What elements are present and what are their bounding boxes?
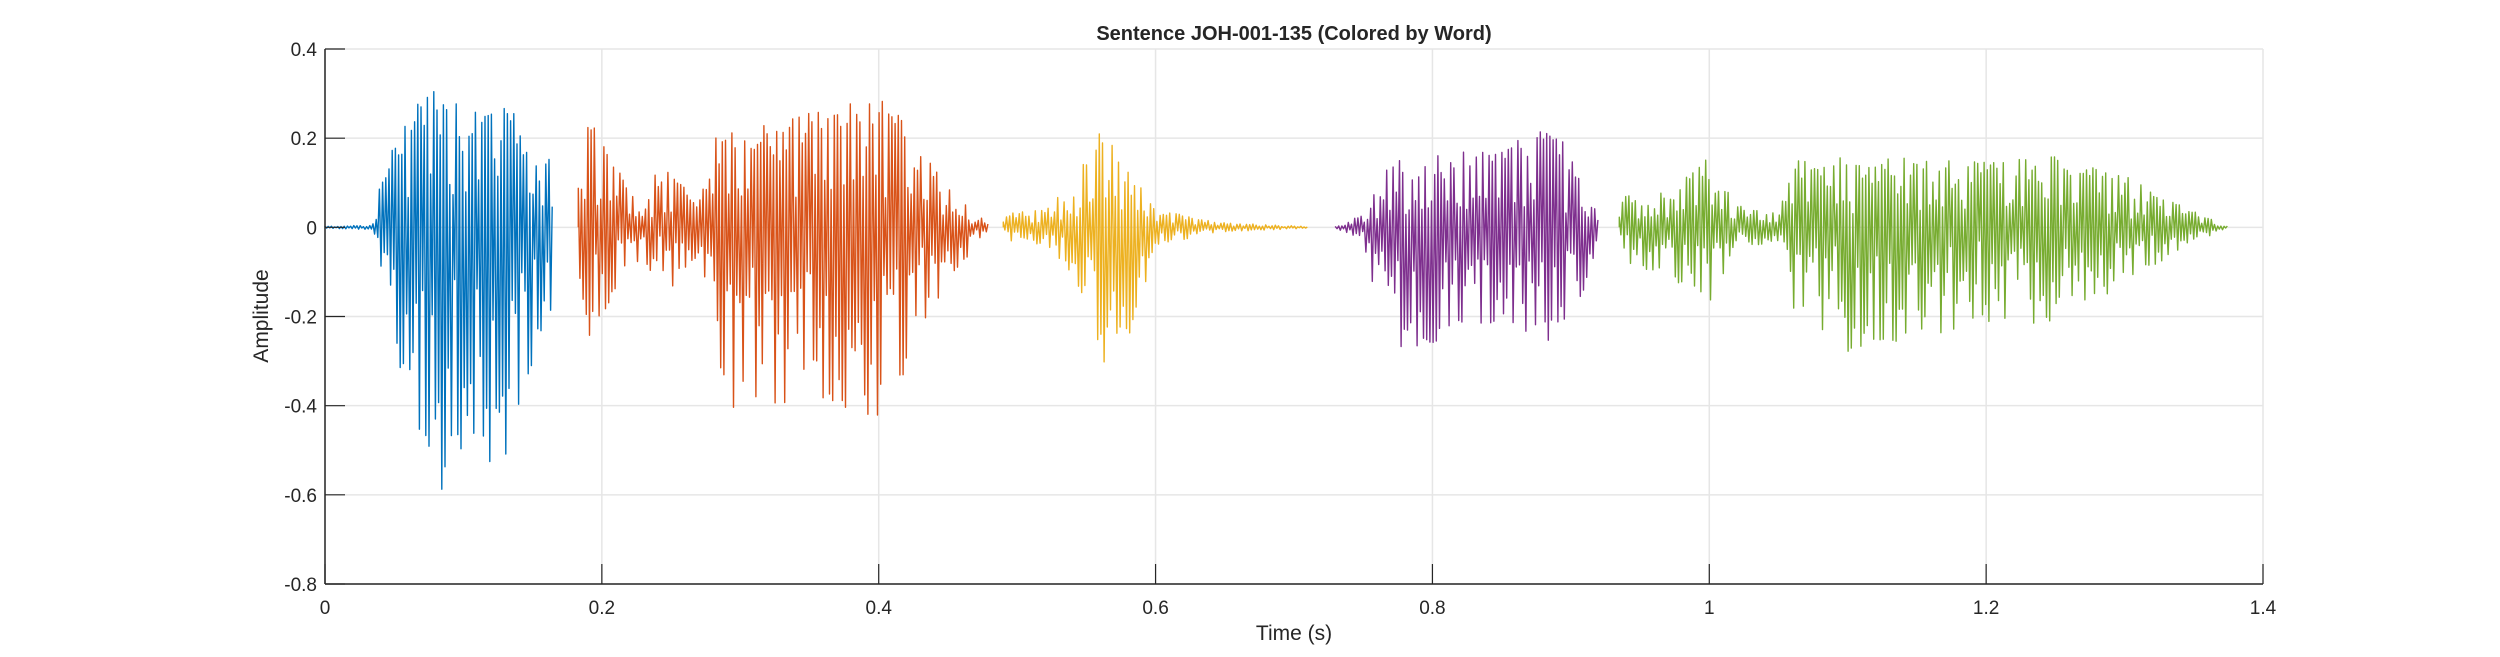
series-group — [324, 91, 2228, 490]
axes: 0 0.2 0.4 0.6 0.8 1 1.2 1.4 0.4 0.2 0 -0.2 -0.4 -0.6 -… — [284, 40, 2276, 619]
x-tick-label: 0.4 — [866, 598, 893, 619]
y-tick-label: -0.2 — [284, 308, 317, 329]
x-tick-label: 0.2 — [589, 598, 615, 619]
y-tick-label: -0.6 — [284, 486, 317, 507]
waveform-word-4 — [1334, 131, 1599, 348]
waveform-word-2 — [577, 100, 989, 416]
x-tick-label: 0.8 — [1419, 598, 1445, 619]
x-tick-label: 1.2 — [1973, 598, 1999, 619]
x-axis-label: Time (s) — [1256, 622, 1332, 645]
y-tick-label: 0.2 — [291, 129, 317, 150]
x-tick-label: 1.4 — [2250, 598, 2277, 619]
x-tick-label: 0.6 — [1142, 598, 1168, 619]
waveform-word-1 — [324, 91, 553, 490]
y-tick-label: -0.4 — [284, 397, 317, 418]
chart-title: Sentence JOH-001-135 (Colored by Word) — [1096, 23, 1491, 45]
waveform-word-5 — [1618, 156, 2228, 352]
y-axis-label: Amplitude — [250, 269, 273, 362]
x-tick-label: 0 — [320, 598, 331, 619]
x-tick-label: 1 — [1704, 598, 1715, 619]
waveform-word-3 — [1002, 133, 1308, 363]
y-tick-label: -0.8 — [284, 575, 317, 596]
y-tick-label: 0.4 — [291, 40, 318, 61]
y-tick-label: 0 — [306, 218, 317, 239]
